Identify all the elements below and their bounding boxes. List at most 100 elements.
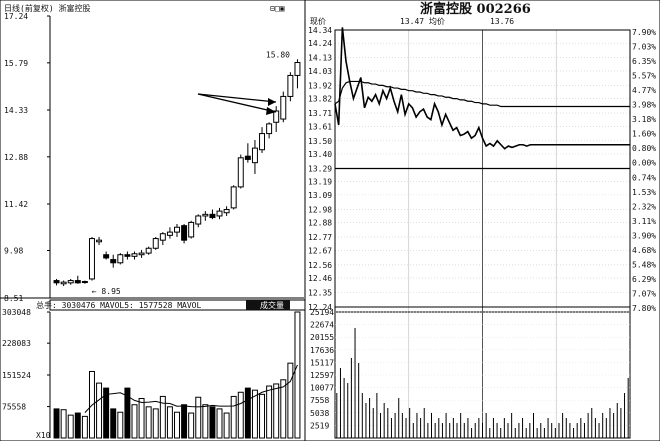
right-pct-tick-label: 2.32% xyxy=(632,202,656,211)
right-pct-tick-label: 4.77% xyxy=(632,86,656,95)
volume-button[interactable]: 成交量 xyxy=(260,300,284,310)
right-pct-tick-label: 7.80% xyxy=(632,304,656,313)
left-price-tick-label: 12.88 xyxy=(4,153,28,162)
candle-body xyxy=(230,186,237,209)
right-volume-tick-label: 7558 xyxy=(310,396,329,405)
volume-bar xyxy=(237,391,244,439)
right-price-tick-label: 12.35 xyxy=(308,288,332,297)
right-pct-ticks: 7.90% 7.03% 6.35% 5.57% 4.77% 3.98% 3.18% 1.60%… xyxy=(632,28,656,313)
left-volume-tick-label: 303048 xyxy=(2,308,31,317)
candle-body xyxy=(117,254,124,264)
volume-bar xyxy=(145,406,152,439)
candle-body xyxy=(53,280,60,284)
volume-bar xyxy=(216,408,223,439)
left-price-tick-label: 17.24 xyxy=(4,12,28,21)
volume-bar xyxy=(294,311,301,439)
volume-bar xyxy=(209,406,216,439)
volume-bar xyxy=(230,395,237,439)
right-pct-tick-label: 6.35% xyxy=(632,57,656,66)
candle-body xyxy=(181,225,188,241)
volume-bar xyxy=(117,411,124,439)
volume-bar xyxy=(259,393,266,439)
right-price-tick-label: 14.03 xyxy=(308,67,332,76)
candle-body xyxy=(81,281,88,284)
candle-body xyxy=(216,210,223,217)
candle-body xyxy=(124,254,131,257)
volume-bar xyxy=(251,389,258,439)
right-pct-tick-label: 3.90% xyxy=(632,231,656,240)
candle-body xyxy=(159,233,166,241)
right-volume-tick-label: 20155 xyxy=(310,333,334,342)
volume-bar xyxy=(138,398,145,439)
volume-button-bg[interactable] xyxy=(246,300,290,310)
price-line xyxy=(334,27,630,150)
mavol-line xyxy=(84,364,298,413)
left-volume-header-bar xyxy=(49,299,306,311)
candle-body xyxy=(195,215,202,225)
candle-body xyxy=(145,247,152,254)
right-price-tick-label: 12.46 xyxy=(308,274,332,283)
volume-bar xyxy=(273,383,280,439)
volume-bar xyxy=(152,408,159,439)
candle-body xyxy=(287,74,294,97)
right-price-tick-label: 12.88 xyxy=(308,219,332,228)
right-price-tick-label: 13.82 xyxy=(308,95,332,104)
candle-body xyxy=(294,62,301,76)
right-price-tick-label: 12.98 xyxy=(308,205,332,214)
volume-bar xyxy=(280,379,287,439)
right-pct-tick-label: 5.48% xyxy=(632,260,656,269)
volume-bar xyxy=(166,406,173,439)
volume-bar xyxy=(174,411,180,439)
right-volume-ticks: 25194 22674 20155 17636 15117 12597 10077 7558 5… xyxy=(310,308,334,430)
left-volume-tick-label: 228083 xyxy=(2,339,31,348)
volume-bar xyxy=(202,404,209,439)
candle-body xyxy=(188,221,195,238)
right-price-tick-label: 13.71 xyxy=(308,109,332,118)
right-price-plot xyxy=(334,27,631,439)
candle-body xyxy=(103,254,110,259)
right-pct-tick-label: 0.00% xyxy=(632,159,656,168)
right-volume-tick-label: 25194 xyxy=(310,308,334,317)
right-volume-tick-label: 5038 xyxy=(310,409,329,418)
right-pct-tick-label: 7.07% xyxy=(632,289,656,298)
candle-body xyxy=(152,238,159,249)
candle-body xyxy=(266,123,273,135)
candle-body xyxy=(174,226,180,233)
right-volume-tick-label: 22674 xyxy=(310,321,334,330)
volume-bar xyxy=(188,412,195,439)
right-pct-tick-label: 3.11% xyxy=(632,217,656,226)
volume-bar xyxy=(287,362,294,439)
left-price-tick-label: 9.98 xyxy=(4,247,23,256)
left-header-controls[interactable]: ⊟□▣ xyxy=(270,4,285,13)
left-price-tick-label: 14.33 xyxy=(4,106,28,115)
right-price-tick-label: 12.67 xyxy=(308,246,332,255)
right-price-tick-label: 13.19 xyxy=(308,178,332,187)
volume-bar xyxy=(60,409,67,439)
right-pct-tick-label: 1.53% xyxy=(632,188,656,197)
right-pct-tick-label: 5.57% xyxy=(632,72,656,81)
right-pct-tick-label: 1.60% xyxy=(632,130,656,139)
left-price-plot: ← 8.95 15.80 xyxy=(53,50,301,296)
right-price-tick-label: 12.56 xyxy=(308,261,332,270)
volume-bar xyxy=(53,408,60,439)
candle-body xyxy=(223,208,230,214)
right-volume-tick-label: 17636 xyxy=(310,346,334,355)
candle-body xyxy=(96,239,103,243)
candle-body xyxy=(244,155,251,160)
volume-bar xyxy=(124,387,131,439)
right-volume-tick-label: 10077 xyxy=(310,384,334,393)
candle-body xyxy=(259,133,266,151)
right-price-tick-label: 13.40 xyxy=(308,150,332,159)
right-pct-tick-label: 3.98% xyxy=(632,101,656,110)
volume-bar xyxy=(159,395,166,439)
right-volume-tick-label: 2519 xyxy=(310,421,329,430)
low-price-label: ← 8.95 xyxy=(92,287,121,296)
left-volume-header: 总手: 3030476 MAVOL5: 1577528 MAVOL xyxy=(36,300,201,310)
volume-bar xyxy=(266,385,273,439)
volume-bar xyxy=(244,387,251,439)
right-price-tick-label: 13.29 xyxy=(308,165,332,174)
left-volume-plot xyxy=(53,311,301,439)
right-volume-tick-label: 15117 xyxy=(310,358,334,367)
